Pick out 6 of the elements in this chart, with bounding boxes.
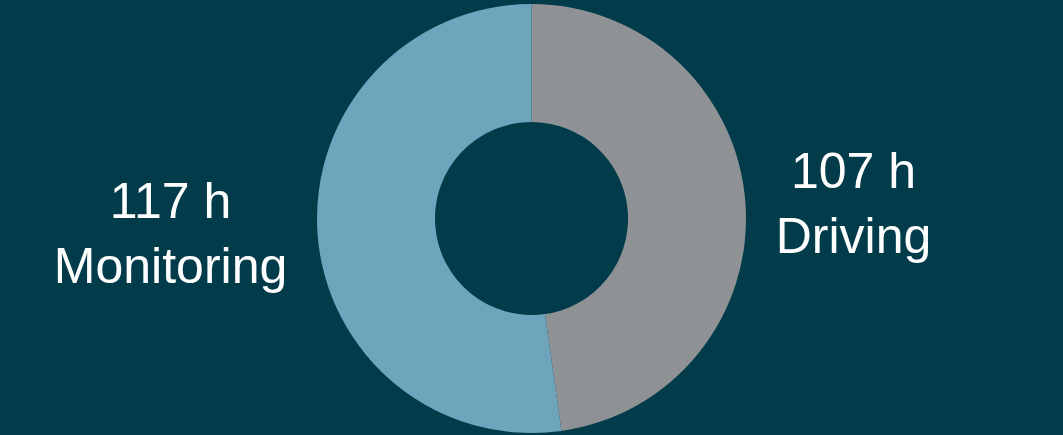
slice-label: Driving: [775, 207, 932, 264]
donut-slice: [317, 4, 562, 433]
data-label: 117 h: [109, 173, 232, 230]
slice-label: Monitoring: [53, 238, 288, 295]
donut-slice: [531, 4, 746, 431]
data-label: 107 h: [790, 142, 917, 199]
